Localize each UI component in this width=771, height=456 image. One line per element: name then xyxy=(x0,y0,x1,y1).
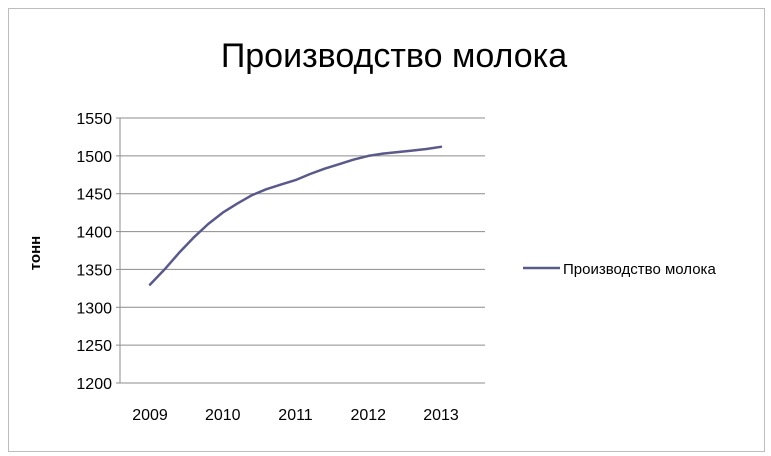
grid-lines xyxy=(120,117,485,346)
series-line xyxy=(148,145,443,286)
legend: Производство молока xyxy=(523,261,716,278)
y-axis-label: тонн xyxy=(27,236,44,270)
y-tick-label: 1450 xyxy=(76,187,112,204)
axes xyxy=(116,117,485,384)
x-tick-labels: 2009 2010 2011 2012 2013 xyxy=(132,407,459,424)
y-tick-label: 1500 xyxy=(76,149,112,166)
x-tick-label: 2009 xyxy=(132,407,168,424)
legend-label: Производство молока xyxy=(563,261,716,278)
y-tick-label: 1200 xyxy=(76,376,112,393)
y-tick-labels: 1200 1250 1300 1350 1400 1450 1500 1550 xyxy=(76,111,112,393)
y-tick-label: 1300 xyxy=(76,300,112,317)
x-tick-label: 2013 xyxy=(423,407,459,424)
y-tick-label: 1350 xyxy=(76,262,112,279)
series-layer xyxy=(148,145,443,286)
x-tick-label: 2012 xyxy=(350,407,386,424)
chart-frame xyxy=(8,8,765,452)
y-tick-label: 1550 xyxy=(76,111,112,128)
chart-title: Производство молока xyxy=(221,37,567,75)
y-tick-label: 1400 xyxy=(76,225,112,242)
x-tick-label: 2010 xyxy=(205,407,241,424)
x-tick-label: 2011 xyxy=(278,407,313,424)
y-tick-label: 1250 xyxy=(76,338,112,355)
